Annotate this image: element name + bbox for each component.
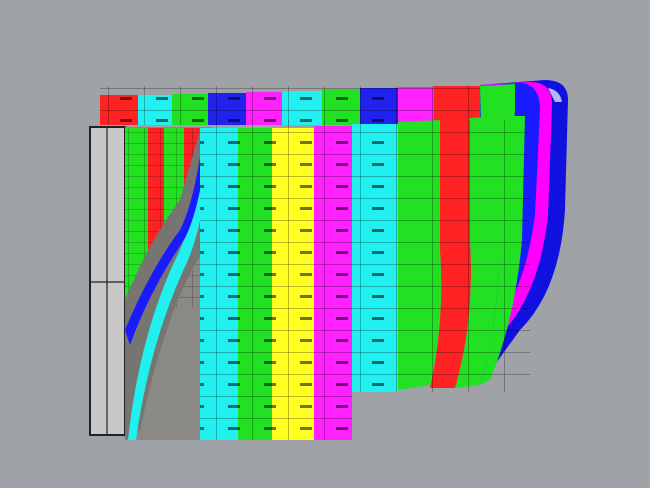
- surface-shape: [100, 86, 400, 125]
- surface-shape: [125, 135, 208, 345]
- surface-shape: [548, 88, 562, 102]
- middle-strips: [125, 128, 212, 440]
- surface-shape: [128, 130, 212, 440]
- front-surface: [200, 116, 532, 442]
- surface-shape: [200, 128, 400, 440]
- surface-shape: [352, 392, 532, 442]
